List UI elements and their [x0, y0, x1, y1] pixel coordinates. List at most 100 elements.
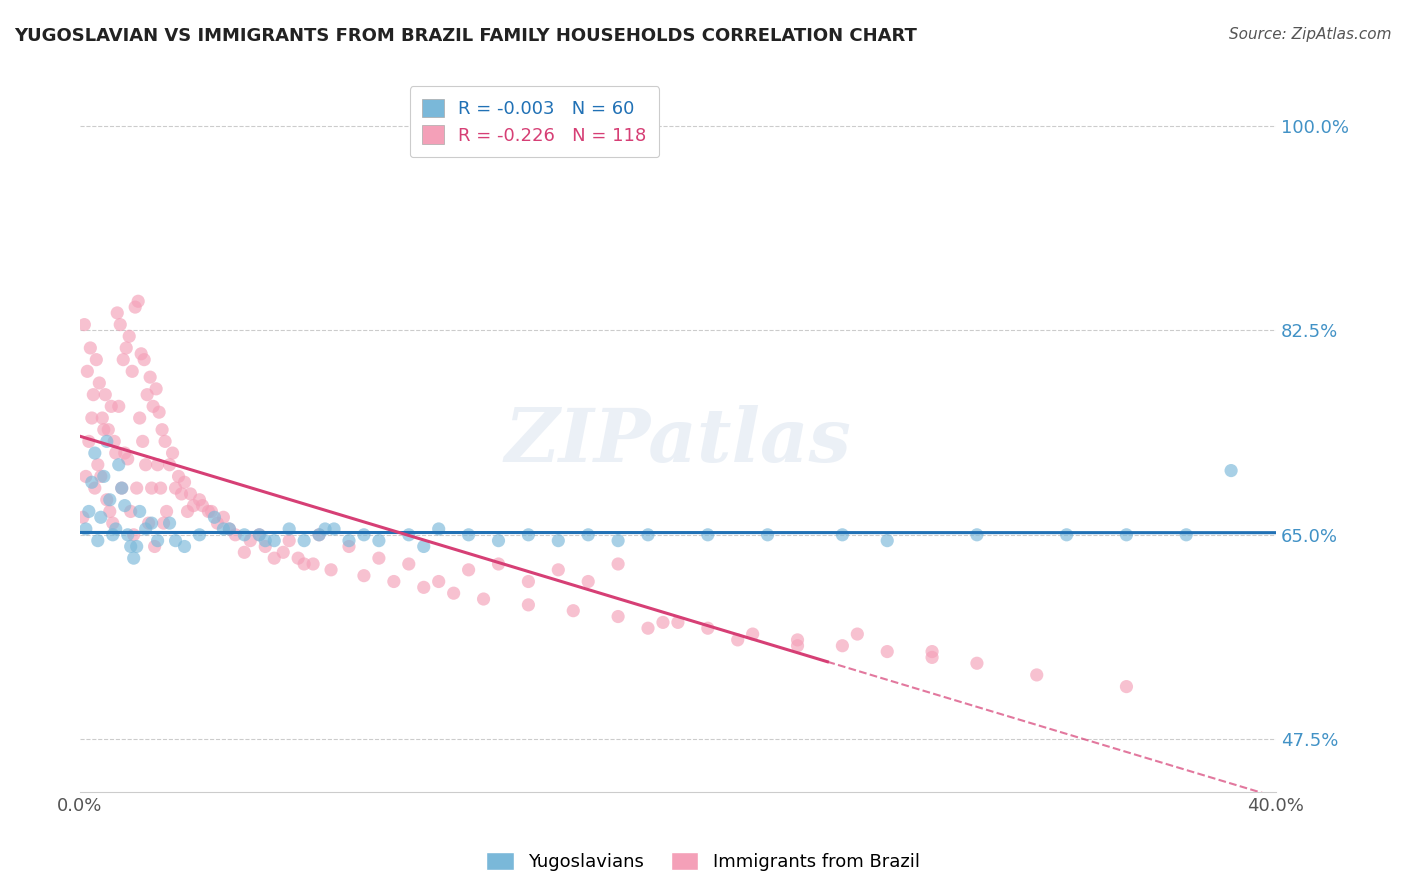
Text: YUGOSLAVIAN VS IMMIGRANTS FROM BRAZIL FAMILY HOUSEHOLDS CORRELATION CHART: YUGOSLAVIAN VS IMMIGRANTS FROM BRAZIL FA… — [14, 27, 917, 45]
Text: ZIPatlas: ZIPatlas — [505, 405, 852, 477]
Point — [517, 528, 540, 542]
Point — [75, 522, 97, 536]
Point — [89, 376, 111, 390]
Point — [652, 615, 675, 630]
Point — [122, 528, 145, 542]
Point — [80, 411, 103, 425]
Point — [142, 400, 165, 414]
Point — [75, 469, 97, 483]
Point — [831, 528, 853, 542]
Point — [876, 644, 898, 658]
Point — [1056, 528, 1078, 542]
Point — [117, 528, 139, 542]
Point — [741, 627, 763, 641]
Point — [96, 434, 118, 449]
Point — [398, 557, 420, 571]
Legend: R = -0.003   N = 60, R = -0.226   N = 118: R = -0.003 N = 60, R = -0.226 N = 118 — [409, 87, 659, 157]
Point — [93, 423, 115, 437]
Point — [121, 364, 143, 378]
Point — [91, 411, 114, 425]
Point — [323, 522, 346, 536]
Point — [233, 545, 256, 559]
Point — [314, 522, 336, 536]
Point — [111, 481, 134, 495]
Point — [105, 306, 128, 320]
Point — [104, 446, 127, 460]
Point — [637, 528, 659, 542]
Point — [173, 475, 195, 490]
Legend: Yugoslavians, Immigrants from Brazil: Yugoslavians, Immigrants from Brazil — [479, 845, 927, 879]
Point — [319, 563, 342, 577]
Point — [212, 522, 235, 536]
Point — [218, 522, 240, 536]
Point — [637, 621, 659, 635]
Point — [145, 382, 167, 396]
Point — [337, 533, 360, 548]
Point — [94, 387, 117, 401]
Point — [79, 341, 101, 355]
Point — [337, 540, 360, 554]
Point — [87, 533, 110, 548]
Point — [148, 405, 170, 419]
Point — [263, 533, 285, 548]
Point — [73, 318, 96, 332]
Point — [114, 446, 136, 460]
Point — [128, 411, 150, 425]
Point — [125, 481, 148, 495]
Point — [153, 434, 176, 449]
Point — [472, 592, 495, 607]
Point — [263, 551, 285, 566]
Point — [162, 446, 184, 460]
Point — [966, 528, 988, 542]
Point — [173, 540, 195, 554]
Point — [101, 516, 124, 530]
Point — [367, 533, 389, 548]
Point — [427, 574, 450, 589]
Point — [134, 352, 156, 367]
Point — [117, 451, 139, 466]
Point — [111, 481, 134, 495]
Point — [786, 632, 808, 647]
Point — [167, 469, 190, 483]
Point — [188, 492, 211, 507]
Point — [200, 504, 222, 518]
Point — [107, 458, 129, 472]
Point — [183, 499, 205, 513]
Point — [97, 423, 120, 437]
Point — [607, 533, 630, 548]
Point — [921, 650, 943, 665]
Point — [77, 434, 100, 449]
Point — [86, 352, 108, 367]
Point — [412, 540, 434, 554]
Point — [966, 657, 988, 671]
Point — [353, 528, 375, 542]
Point — [188, 528, 211, 542]
Point — [98, 504, 121, 518]
Point — [124, 300, 146, 314]
Point — [72, 510, 94, 524]
Point — [100, 400, 122, 414]
Point — [786, 639, 808, 653]
Point — [562, 604, 585, 618]
Point — [135, 522, 157, 536]
Point — [576, 528, 599, 542]
Point — [1025, 668, 1047, 682]
Point — [149, 481, 172, 495]
Point — [607, 609, 630, 624]
Text: Source: ZipAtlas.com: Source: ZipAtlas.com — [1229, 27, 1392, 42]
Point — [128, 504, 150, 518]
Point — [576, 574, 599, 589]
Point — [412, 580, 434, 594]
Point — [197, 504, 219, 518]
Point — [101, 528, 124, 542]
Point — [488, 533, 510, 548]
Point — [155, 504, 177, 518]
Point — [136, 387, 159, 401]
Point — [517, 598, 540, 612]
Point — [135, 458, 157, 472]
Point — [427, 522, 450, 536]
Point — [141, 516, 163, 530]
Point — [120, 540, 142, 554]
Point — [125, 540, 148, 554]
Point — [607, 557, 630, 571]
